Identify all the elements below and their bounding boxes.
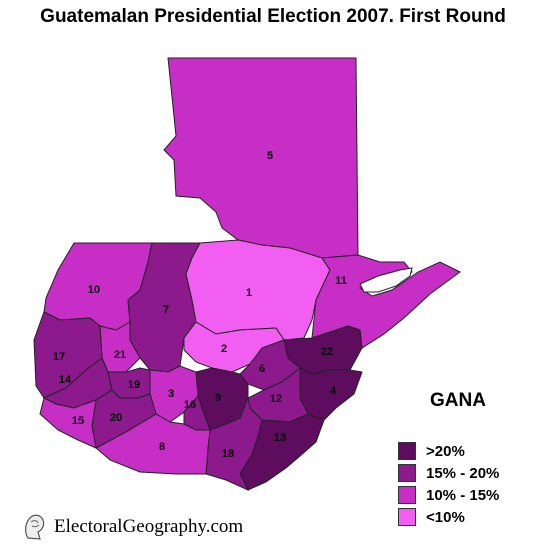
lake-izabal	[359, 267, 413, 293]
region-label-16: 16	[184, 399, 196, 411]
legend-label: >20%	[426, 442, 465, 460]
region-label-18: 18	[222, 448, 234, 460]
legend-label: <10%	[426, 508, 465, 526]
region-label-3: 3	[168, 388, 174, 400]
region-label-14: 14	[59, 374, 72, 386]
legend-swatch	[398, 508, 416, 526]
legend: >20% 15% - 20% 10% - 15% <10%	[398, 440, 499, 528]
region-label-6: 6	[259, 363, 265, 375]
region-15	[39, 397, 97, 449]
region-label-7: 7	[163, 304, 169, 316]
legend-swatch	[398, 442, 416, 460]
region-label-5: 5	[267, 150, 273, 162]
region-label-15: 15	[72, 415, 84, 427]
legend-label: 15% - 20%	[426, 464, 500, 482]
legend-label: 10% - 15%	[426, 486, 500, 504]
region-label-20: 20	[110, 412, 122, 424]
region-label-12: 12	[270, 393, 282, 405]
region-label-9: 9	[215, 392, 221, 404]
legend-item: <10%	[398, 506, 499, 528]
credit: ElectoralGeography.com	[22, 512, 243, 542]
legend-swatch	[398, 486, 416, 504]
map-title: Guatemalan Presidential Election 2007. F…	[40, 6, 506, 27]
logo-icon	[25, 514, 45, 540]
region-label-8: 8	[159, 441, 165, 453]
party-label: GANA	[430, 390, 486, 411]
region-label-13: 13	[274, 432, 286, 444]
region-label-17: 17	[53, 351, 65, 363]
region-label-10: 10	[88, 284, 100, 296]
legend-swatch	[398, 464, 416, 482]
legend-item: >20%	[398, 440, 499, 462]
credit-text: ElectoralGeography.com	[54, 516, 244, 537]
region-label-21: 21	[114, 349, 126, 361]
region-5	[163, 57, 359, 259]
region-label-2: 2	[221, 343, 227, 355]
region-label-22: 22	[321, 346, 333, 358]
region-label-4: 4	[330, 385, 337, 397]
region-label-19: 19	[128, 379, 140, 391]
region-label-11: 11	[335, 275, 347, 287]
region-label-1: 1	[246, 287, 252, 299]
legend-item: 10% - 15%	[398, 484, 499, 506]
legend-item: 15% - 20%	[398, 462, 499, 484]
region-1	[185, 239, 331, 341]
